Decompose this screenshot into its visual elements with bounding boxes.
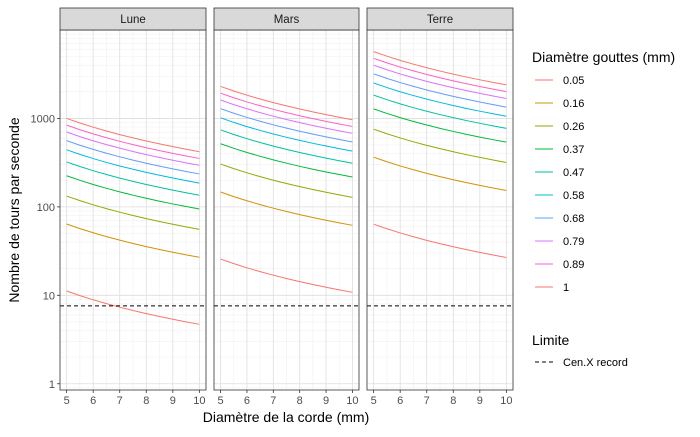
legend-label-0-37: 0.37: [563, 144, 584, 156]
y-tick-label: 10: [43, 290, 55, 302]
series-line-0-47: [66, 161, 200, 196]
legend-label-0-68: 0.68: [563, 213, 584, 225]
strip-background: [366, 7, 514, 31]
series-line-0-79: [373, 64, 507, 99]
legend-label-0-89: 0.89: [563, 259, 584, 271]
x-tick-label: 6: [244, 395, 250, 407]
series-line-1: [66, 117, 200, 153]
strip-label-lune: Lune: [120, 14, 146, 26]
series-line-0-26: [220, 163, 353, 198]
series-line-0-58: [373, 82, 507, 117]
series-line-0-26: [373, 128, 507, 163]
legend-label-0-47: 0.47: [563, 167, 584, 179]
series-line-0-58: [220, 117, 353, 152]
x-tick-label: 6: [397, 395, 403, 407]
legend-label-0-05: 0.05: [563, 75, 584, 87]
legend-label-0-58: 0.58: [563, 190, 584, 202]
x-tick-label: 5: [218, 395, 224, 407]
strip-background: [213, 7, 360, 31]
x-tick-label: 7: [424, 395, 430, 407]
x-tick-label: 8: [450, 395, 456, 407]
strip-background: [59, 7, 207, 31]
x-tick-label: 8: [297, 395, 303, 407]
series-line-0-16: [66, 223, 200, 258]
y-axis-title: Nombre de tours par seconde: [6, 117, 22, 302]
series-line-0-58: [66, 149, 200, 184]
series-line-0-26: [66, 195, 200, 230]
x-tick-label: 9: [170, 395, 176, 407]
series-line-0-89: [220, 92, 353, 127]
series-line-0-89: [373, 57, 507, 93]
x-tick-label: 6: [90, 395, 96, 407]
series-line-0-05: [373, 223, 507, 258]
x-tick-label: 10: [346, 395, 358, 407]
series-line-0-37: [66, 175, 200, 210]
limit-legend-label: Cen.X record: [563, 357, 628, 369]
x-tick-label: 8: [143, 395, 149, 407]
x-tick-label: 9: [323, 395, 329, 407]
series-line-0-37: [220, 143, 353, 178]
x-axis-title: Diamètre de la corde (mm): [203, 409, 370, 425]
series-line-1: [373, 51, 507, 86]
x-tick-label: 10: [500, 395, 512, 407]
series-line-0-68: [373, 73, 507, 108]
x-tick-label: 7: [270, 395, 276, 407]
x-tick-label: 5: [64, 395, 70, 407]
series-line-0-68: [66, 140, 200, 175]
y-tick-label: 1: [49, 379, 55, 391]
series-line-0-16: [373, 156, 507, 191]
series-line-0-68: [220, 108, 353, 143]
series-line-0-05: [220, 258, 353, 293]
x-tick-label: 10: [193, 395, 205, 407]
legend-title: Diamètre gouttes (mm): [532, 49, 675, 65]
series-line-0-05: [66, 290, 200, 325]
legend-label-0-26: 0.26: [563, 121, 584, 133]
series-line-0-79: [220, 99, 353, 134]
series-line-1: [220, 85, 353, 121]
strip-label-mars: Mars: [274, 14, 300, 26]
series-line-0-16: [220, 191, 353, 226]
x-tick-label: 5: [371, 395, 377, 407]
x-tick-label: 7: [117, 395, 123, 407]
series-line-0-47: [220, 129, 353, 164]
y-tick-label: 1000: [31, 113, 55, 125]
y-tick-label: 100: [37, 202, 55, 214]
limit-legend-title: Limite: [532, 332, 570, 348]
series-line-0-79: [66, 131, 200, 166]
series-line-0-89: [66, 124, 200, 159]
legend-label-1: 1: [563, 282, 569, 294]
legend-label-0-79: 0.79: [563, 236, 584, 248]
series-line-0-37: [373, 108, 507, 143]
legend-label-0-16: 0.16: [563, 98, 584, 110]
series-line-0-47: [373, 94, 507, 129]
x-tick-label: 9: [477, 395, 483, 407]
strip-label-terre: Terre: [427, 14, 453, 26]
